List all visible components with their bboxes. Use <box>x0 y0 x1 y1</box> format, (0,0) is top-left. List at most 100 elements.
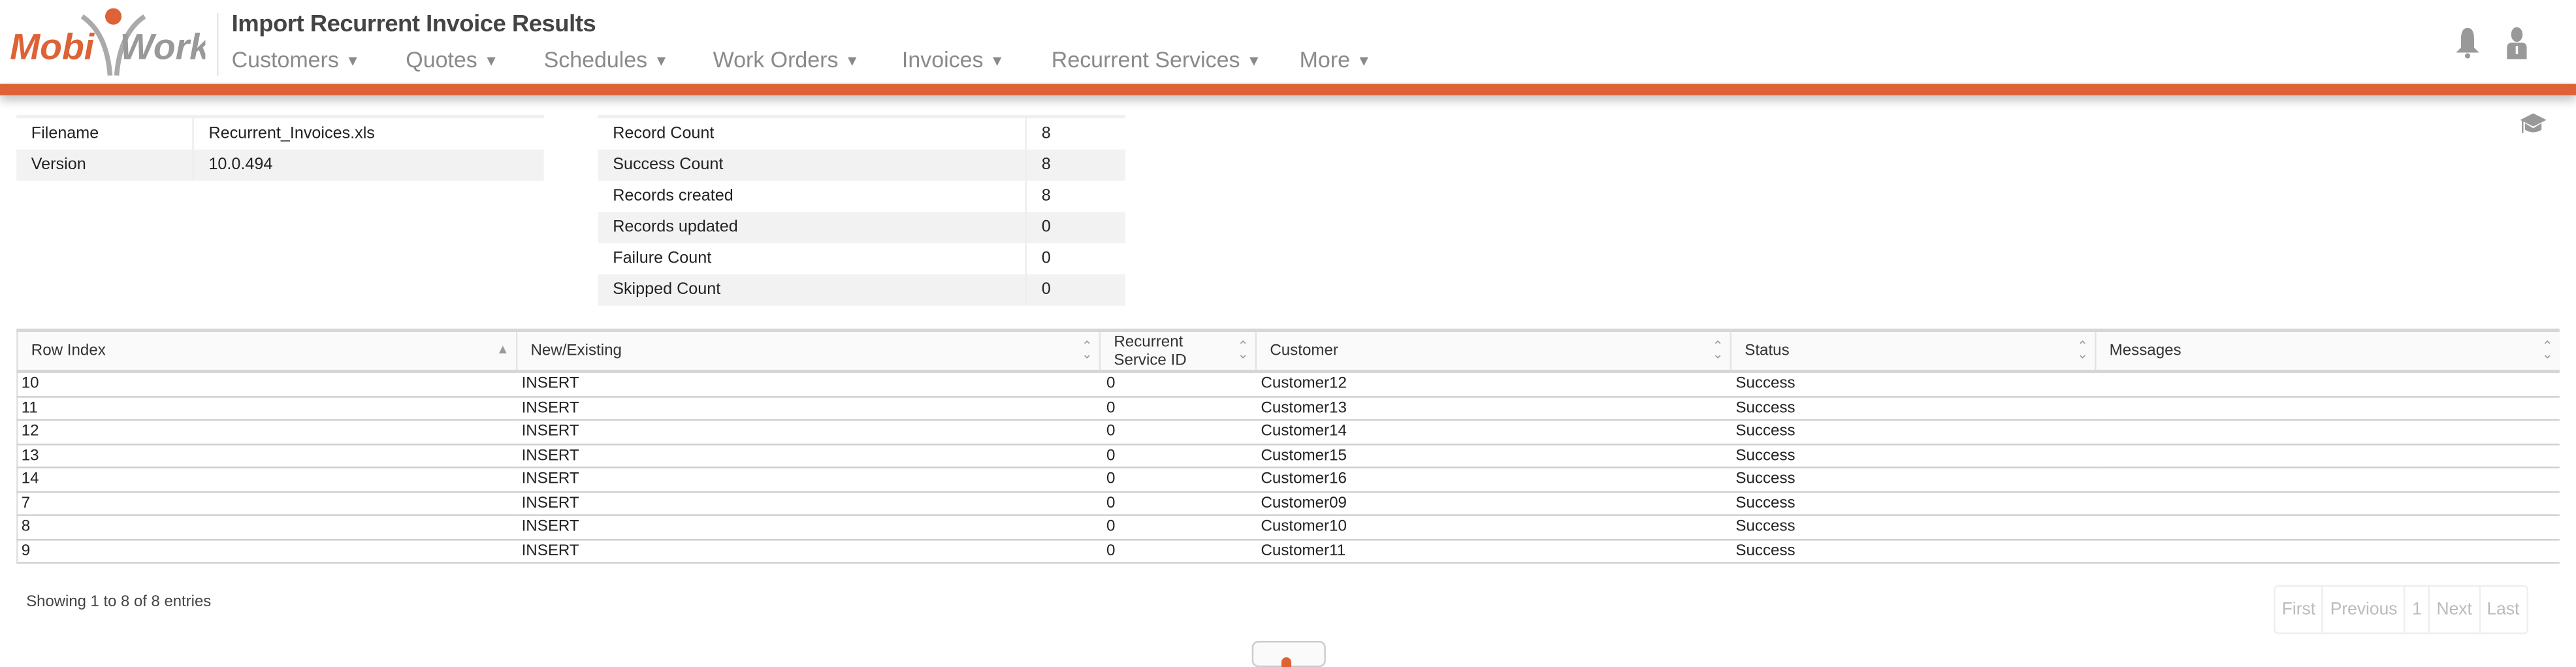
header-label: Recurrent Service ID <box>1114 333 1187 369</box>
table-row[interactable]: 14 INSERT 0 Customer16 Success <box>17 467 2560 493</box>
page-first[interactable]: First <box>2276 586 2324 633</box>
cell-recurrent-service-id: 0 <box>1099 444 1256 468</box>
table-row[interactable]: 10 INSERT 0 Customer12 Success <box>17 371 2560 397</box>
label: Failure Count <box>598 243 1027 275</box>
cell-status: Success <box>1730 515 2096 540</box>
column-header-status[interactable]: Status ⌃ ⌄ <box>1730 329 2097 373</box>
cell-messages <box>2095 396 2560 421</box>
nav-customers[interactable]: Customers ▼ <box>232 48 361 73</box>
column-header-customer[interactable]: Customer ⌃ ⌄ <box>1255 329 1732 373</box>
cell-recurrent-service-id: 0 <box>1099 419 1256 445</box>
cell-customer: Customer14 <box>1255 419 1731 445</box>
label: Success Count <box>598 149 1027 181</box>
svg-text:Mobi: Mobi <box>10 27 95 67</box>
nav-schedules[interactable]: Schedules ▼ <box>544 48 669 73</box>
header-divider <box>217 13 219 76</box>
cell-messages <box>2095 491 2560 516</box>
cell-customer: Customer15 <box>1255 444 1731 468</box>
cell-new-existing: INSERT <box>517 396 1100 421</box>
caret-down-icon: ▼ <box>654 52 669 69</box>
table-info: Showing 1 to 8 of 8 entries <box>26 593 212 611</box>
caret-down-icon: ▼ <box>1246 52 1262 69</box>
accent-bar <box>0 84 2576 95</box>
column-header-recurrent-service-id[interactable]: Recurrent Service ID ⌃ ⌄ <box>1099 329 1257 373</box>
value: 0 <box>1025 274 1125 306</box>
column-header-row-index[interactable]: Row Index ▲ <box>17 329 518 373</box>
file-info-row: Version 10.0.494 <box>16 149 544 181</box>
nav-invoices[interactable]: Invoices ▼ <box>902 48 1005 73</box>
column-header-new-existing[interactable]: New/Existing ⌃ ⌄ <box>517 329 1101 373</box>
cell-messages <box>2095 444 2560 468</box>
cell-messages <box>2095 467 2560 493</box>
cell-status: Success <box>1730 396 2096 421</box>
cell-new-existing: INSERT <box>517 467 1100 493</box>
graduation-cap-icon[interactable] <box>2520 112 2547 143</box>
sort-icon: ⌃ ⌄ <box>1081 338 1093 362</box>
cell-messages <box>2095 371 2560 397</box>
label: Records created <box>598 180 1027 212</box>
page-1[interactable]: 1 <box>2406 586 2430 633</box>
cell-recurrent-service-id: 0 <box>1099 539 1256 564</box>
cell-customer: Customer16 <box>1255 467 1731 493</box>
cell-status: Success <box>1730 371 2096 397</box>
cell-recurrent-service-id: 0 <box>1099 515 1256 540</box>
cell-row-index: 12 <box>17 419 517 445</box>
bell-icon[interactable] <box>2455 26 2481 67</box>
nav-recurrent-services[interactable]: Recurrent Services ▼ <box>1052 48 1261 73</box>
caret-down-icon: ▼ <box>990 52 1005 69</box>
user-icon[interactable] <box>2505 26 2528 67</box>
nav-label: More <box>1299 47 1350 73</box>
file-info-row: Filename Recurrent_Invoices.xls <box>16 118 543 150</box>
cell-status: Success <box>1730 467 2096 493</box>
nav-label: Invoices <box>901 47 984 73</box>
page-last[interactable]: Last <box>2487 600 2520 620</box>
caret-down-icon: ▼ <box>345 52 361 69</box>
page-next[interactable]: Next <box>2430 586 2481 633</box>
cell-row-index: 7 <box>17 491 517 516</box>
nav-label: Quotes <box>406 47 477 73</box>
table-row[interactable]: 13 INSERT 0 Customer15 Success <box>17 444 2560 468</box>
cell-row-index: 10 <box>17 371 517 397</box>
logo[interactable]: Mobi Work <box>8 3 212 76</box>
value: 8 <box>1041 125 1051 143</box>
label: Filename <box>16 118 194 150</box>
sort-icon: ⌃ ⌄ <box>2077 338 2088 362</box>
table-row[interactable]: 8 INSERT 0 Customer10 Success <box>17 515 2560 540</box>
page-previous[interactable]: Previous <box>2324 586 2406 633</box>
cell-new-existing: INSERT <box>517 444 1100 468</box>
column-header-messages[interactable]: Messages ⌃ ⌄ <box>2095 329 2560 373</box>
cell-new-existing: INSERT <box>517 371 1100 397</box>
cell-row-index: 14 <box>17 467 517 493</box>
caret-down-icon: ▼ <box>483 52 499 69</box>
cell-customer: Customer11 <box>1255 539 1731 564</box>
nav-label: Customers <box>231 47 339 73</box>
sort-icon: ⌃ ⌄ <box>2541 338 2553 362</box>
value: 8 <box>1025 149 1125 181</box>
counts-table: Record Count 8 Success Count 8 Records creat… <box>598 115 1125 306</box>
count-row: Records updated 0 <box>598 212 1125 244</box>
table-row[interactable]: 12 INSERT 0 Customer14 Success <box>17 419 2560 445</box>
cell-status: Success <box>1730 491 2096 516</box>
cell-messages <box>2095 539 2560 564</box>
table-row[interactable]: 9 INSERT 0 Customer11 Success <box>17 539 2560 564</box>
sort-icon: ⌃ ⌄ <box>1237 338 1249 362</box>
cell-row-index: 13 <box>17 444 517 468</box>
cell-new-existing: INSERT <box>517 539 1100 564</box>
cell-customer: Customer13 <box>1255 396 1731 421</box>
cell-recurrent-service-id: 0 <box>1099 371 1256 397</box>
cell-messages <box>2095 515 2560 540</box>
nav-work-orders[interactable]: Work Orders ▼ <box>713 48 860 73</box>
value: 0 <box>1025 212 1125 244</box>
nav-quotes[interactable]: Quotes ▼ <box>406 48 498 73</box>
nav-more[interactable]: More ▼ <box>1300 48 1372 73</box>
nav-label: Work Orders <box>713 47 839 73</box>
cell-row-index: 9 <box>17 539 517 564</box>
table-row[interactable]: 11 INSERT 0 Customer13 Success <box>17 396 2560 421</box>
value: 8 <box>1041 187 1051 206</box>
cell-customer: Customer12 <box>1255 371 1731 397</box>
back-button[interactable] <box>1251 640 1326 667</box>
label: Record Count <box>598 118 1027 150</box>
header-label: New/Existing <box>530 342 622 360</box>
header-label: Messages <box>2109 342 2182 360</box>
table-row[interactable]: 7 INSERT 0 Customer09 Success <box>17 491 2560 516</box>
